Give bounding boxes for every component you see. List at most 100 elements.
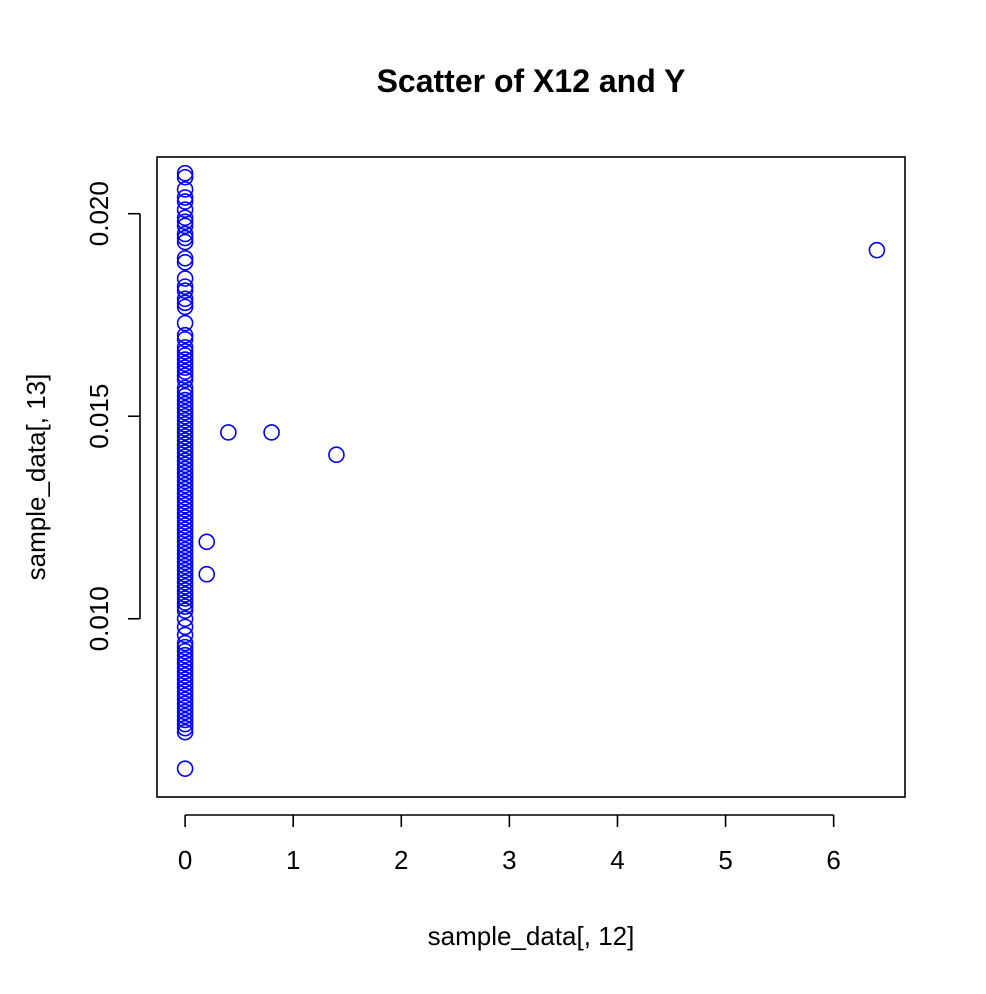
data-point (176, 472, 194, 490)
data-point (176, 675, 194, 692)
data-point (176, 707, 194, 725)
y-tick-label: 0.020 (84, 181, 114, 246)
y-tick-label: 0.010 (84, 586, 114, 651)
x-axis: 0 1 2 3 4 5 6 (178, 814, 841, 875)
data-point (176, 695, 194, 713)
data-point (176, 213, 194, 231)
data-point (176, 687, 194, 705)
data-point (176, 359, 194, 376)
data-point (176, 525, 194, 543)
data-point (176, 574, 194, 591)
data-point (176, 416, 194, 433)
data-point (176, 326, 194, 344)
data-point (176, 719, 194, 737)
chart-title: Scatter of X12 and Y (377, 63, 686, 99)
data-point (176, 351, 194, 368)
x-tick-label: 2 (394, 845, 408, 875)
data-point (176, 549, 194, 567)
data-point (176, 602, 194, 619)
data-point (176, 407, 194, 425)
data-point (176, 164, 194, 182)
data-point (176, 452, 194, 470)
data-point (176, 497, 194, 514)
data-point (176, 711, 194, 729)
data-point (176, 517, 194, 534)
data-point (176, 529, 194, 547)
data-point (176, 610, 194, 628)
data-point (176, 298, 194, 316)
x-tick-label: 5 (718, 845, 732, 875)
data-point (176, 181, 194, 198)
data-point (176, 493, 194, 510)
data-point (176, 561, 194, 579)
data-point (176, 638, 194, 656)
data-point (176, 209, 194, 227)
data-point (198, 533, 216, 551)
data-point (176, 691, 194, 709)
data-point (176, 626, 194, 644)
data-point (176, 565, 194, 583)
data-point (176, 189, 194, 206)
x-tick-label: 3 (502, 845, 516, 875)
data-point (176, 343, 194, 360)
y-axis-label: sample_data[, 13] (21, 374, 51, 581)
data-point (176, 586, 194, 603)
data-point (176, 428, 194, 445)
data-point (868, 241, 886, 259)
plot-area-frame (156, 156, 906, 798)
data-point (176, 578, 194, 595)
data-point (176, 193, 194, 210)
y-tick-label: 0.015 (84, 384, 114, 449)
data-point (198, 565, 216, 583)
data-point (220, 424, 237, 441)
data-point (263, 424, 280, 441)
data-point (176, 533, 194, 551)
data-point (176, 217, 194, 235)
data-point (176, 367, 194, 385)
x-tick-label: 0 (178, 845, 192, 875)
data-point (176, 476, 194, 494)
data-point (176, 270, 194, 287)
data-point (176, 634, 194, 652)
data-point (176, 201, 194, 218)
data-point (176, 513, 194, 530)
data-point (176, 339, 194, 356)
data-point (176, 667, 194, 684)
data-point (176, 330, 194, 348)
data-point (176, 456, 194, 474)
data-point (176, 464, 194, 482)
data-point (176, 424, 194, 441)
data-point (176, 521, 194, 538)
data-point (176, 436, 194, 453)
data-point (176, 557, 194, 575)
data-point (176, 371, 194, 389)
y-axis: 0.010 0.015 0.020 (84, 181, 141, 651)
data-point (176, 294, 194, 312)
data-point (176, 444, 194, 461)
data-point (176, 314, 194, 332)
data-point (176, 363, 194, 380)
data-point (176, 403, 194, 421)
data-point (176, 699, 194, 717)
data-point (176, 233, 194, 251)
data-point (176, 278, 194, 295)
data-point (176, 683, 194, 700)
data-point (176, 432, 194, 449)
data-point (176, 671, 194, 688)
data-point (176, 420, 194, 437)
data-point (176, 249, 194, 267)
data-point (176, 383, 194, 401)
data-point (176, 168, 194, 186)
data-point (176, 379, 194, 397)
data-point (176, 460, 194, 478)
data-point (176, 659, 194, 676)
data-point (176, 225, 194, 243)
data-point (176, 618, 194, 636)
data-point (176, 484, 194, 502)
data-point (176, 598, 194, 615)
data-point (176, 229, 194, 247)
data-point (176, 505, 194, 522)
data-point (176, 642, 194, 660)
data-point (176, 646, 194, 664)
